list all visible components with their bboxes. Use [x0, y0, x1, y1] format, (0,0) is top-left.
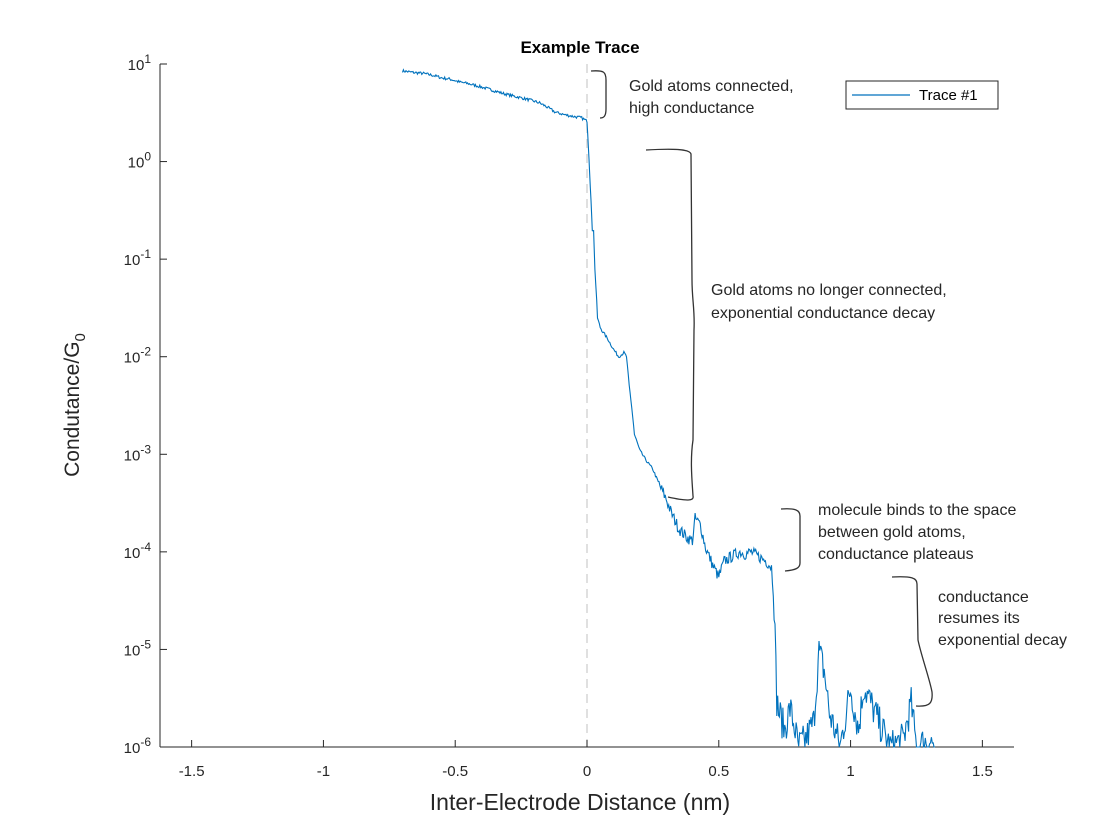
- annotation-decay-resumes: conductance resumes its exponential deca…: [891, 576, 1067, 707]
- annotation-molecule-binds-line-1: molecule binds to the space: [818, 502, 1016, 519]
- annotation-decay-resumes-line-3: exponential decay: [938, 632, 1067, 649]
- annotation-molecule-binds-line-3: conductance plateaus: [818, 546, 974, 563]
- brace-gold-disconnected: [645, 148, 695, 501]
- annotation-molecule-binds: molecule binds to the space between gold…: [780, 502, 1016, 572]
- y-tick-label: 101: [128, 52, 152, 74]
- chart-title: Example Trace: [520, 38, 639, 57]
- y-tick-label: 100: [128, 150, 152, 172]
- x-tick-label: 1: [846, 763, 854, 780]
- legend: Trace #1: [845, 80, 999, 110]
- y-axis-label-main: Condutance/G: [61, 341, 84, 476]
- trace-1-line: [401, 68, 935, 748]
- x-tick-label: 0.5: [708, 763, 729, 780]
- annotation-gold-connected: Gold atoms connected, high conductance: [590, 70, 794, 119]
- y-tick-label: 10-5: [124, 637, 152, 659]
- brace-decay-resumes: [891, 576, 933, 707]
- annotation-decay-resumes-line-2: resumes its: [938, 610, 1020, 627]
- x-tick-label: 0: [583, 763, 591, 780]
- y-tick-label: 10-2: [124, 345, 152, 367]
- annotation-gold-disconnected-line-2: exponential conductance decay: [711, 305, 935, 322]
- annotation-decay-resumes-line-1: conductance: [938, 589, 1029, 606]
- y-tick-label: 10-3: [124, 442, 152, 464]
- x-tick-label: -1.5: [179, 763, 205, 780]
- y-tick-label: 10-4: [124, 540, 152, 562]
- y-tick-label: 10-6: [124, 735, 152, 757]
- annotation-gold-connected-line-1: Gold atoms connected,: [629, 78, 794, 95]
- x-tick-label: -1: [317, 763, 330, 780]
- plot-area: -1.5 -1 -0.5 0 0.5 1 1.5 101 100 10-1 10-2 10-3 10-4…: [124, 52, 1014, 780]
- annotation-gold-connected-line-2: high conductance: [629, 100, 755, 117]
- y-axis-label-subscript: 0: [72, 333, 89, 341]
- x-tick-label: 1.5: [972, 763, 993, 780]
- legend-label-trace-1: Trace #1: [919, 87, 978, 104]
- x-tick-label: -0.5: [442, 763, 468, 780]
- y-tick-label: 10-1: [124, 247, 152, 269]
- annotation-molecule-binds-line-2: between gold atoms,: [818, 524, 966, 541]
- brace-molecule-binds: [780, 508, 801, 572]
- annotation-gold-disconnected-line-1: Gold atoms no longer connected,: [711, 282, 947, 299]
- y-axis-label: Condutance/G0: [61, 333, 89, 477]
- x-axis-label: Inter-Electrode Distance (nm): [430, 789, 730, 815]
- annotation-gold-disconnected: Gold atoms no longer connected, exponent…: [645, 148, 947, 501]
- brace-gold-connected: [590, 70, 607, 119]
